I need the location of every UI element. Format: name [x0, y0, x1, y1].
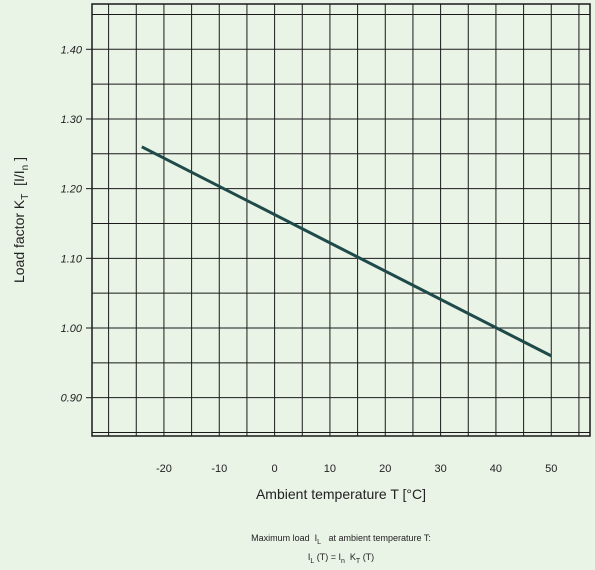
x-tick-label: 30 [434, 463, 446, 475]
y-tick-label: 1.00 [61, 323, 83, 335]
y-axis-title-middle: [I/I [11, 170, 27, 193]
y-tick-labels: 0.90 1.00 1.10 1.20 1.30 1.40 [61, 44, 92, 405]
y-tick-label: 1.40 [61, 44, 83, 56]
y-tick-label: 1.30 [61, 114, 83, 126]
footnote-line1: Maximum load IL at ambient temperature T… [251, 533, 431, 546]
x-tick-labels: -20 -10 0 10 20 30 40 50 [156, 463, 557, 475]
x-tick-label: 40 [490, 463, 502, 475]
x-tick-label: -10 [211, 463, 227, 475]
x-tick-label: 10 [324, 463, 336, 475]
y-axis-title: Load factor KT [I/In ] [11, 157, 31, 283]
formula-a: I [308, 552, 311, 562]
horizontal-grid [92, 13, 590, 434]
footnote-formula: IL (T) = In KT (T) [308, 552, 374, 565]
y-axis-title-prefix: Load factor K [11, 199, 27, 283]
series-line [141, 145, 552, 358]
y-axis-title-suffix: ] [11, 157, 27, 165]
x-tick-label: 0 [272, 463, 278, 475]
y-axis-title-prefix-sub: T [20, 194, 31, 200]
footnote-line1-suffix: at ambient temperature T: [321, 533, 431, 543]
formula-c: K [345, 552, 356, 562]
formula-a-sub: L [310, 558, 314, 565]
formula-c-sub: T [356, 558, 361, 565]
y-axis-title-middle-sub: n [20, 165, 31, 171]
footnote-line1-sub: L [317, 539, 321, 546]
series-lines [141, 145, 552, 358]
x-axis-title: Ambient temperature T [°C] [256, 486, 426, 502]
y-tick-label: 1.10 [61, 253, 83, 265]
x-tick-label: -20 [156, 463, 172, 475]
vertical-grid [108, 4, 580, 436]
formula-b-sub: n [341, 558, 345, 565]
y-tick-label: 1.20 [61, 184, 83, 196]
plot-frame [91, 3, 591, 437]
x-tick-label: 50 [545, 463, 557, 475]
footnote-line1-prefix: Maximum load I [251, 533, 317, 543]
formula-b: (T) = I [314, 552, 341, 562]
y-tick-label: 0.90 [61, 393, 83, 405]
x-tick-label: 20 [379, 463, 391, 475]
formula-d: (T) [360, 552, 374, 562]
